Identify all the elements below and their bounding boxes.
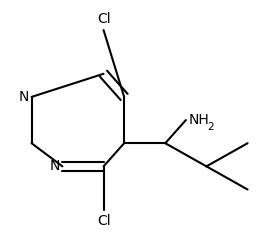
Text: NH: NH (189, 113, 209, 127)
Text: Cl: Cl (97, 12, 110, 26)
Text: Cl: Cl (97, 214, 110, 228)
Text: 2: 2 (208, 121, 214, 132)
Text: N: N (50, 159, 60, 173)
Text: N: N (19, 90, 29, 104)
